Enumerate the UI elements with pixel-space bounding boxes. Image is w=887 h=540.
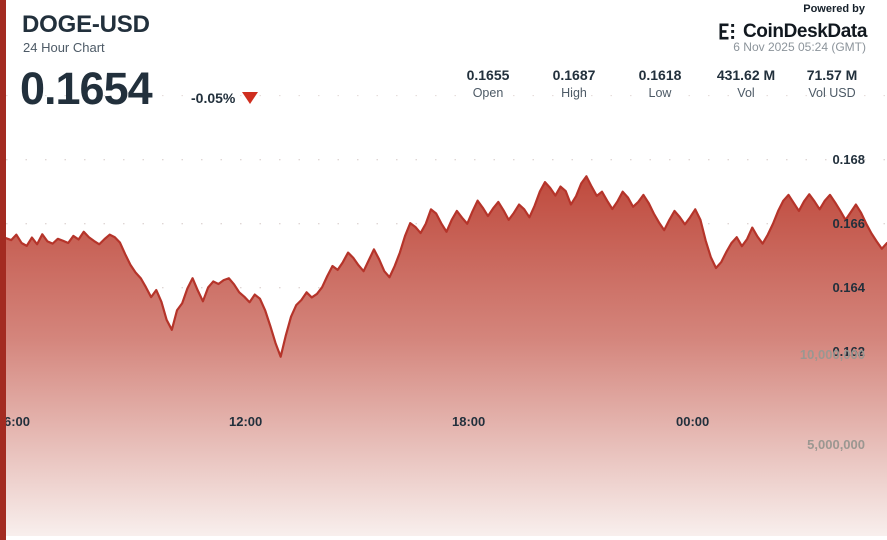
y-axis-price-tick-3: 0.162 [832, 343, 865, 359]
stat-open: 0.1655 Open [445, 68, 531, 102]
y-axis-volume-tick-1: 5,000,000 [807, 437, 865, 453]
triangle-down-icon [242, 92, 259, 104]
y-axis-price-tick-0: 0.168 [832, 151, 865, 167]
price-area-fill [6, 176, 887, 536]
stat-low: 0.1618 Low [617, 68, 703, 102]
powered-by-label: Powered by [803, 3, 865, 15]
stat-label: Vol [737, 86, 755, 100]
brand-name: CoinDeskData [742, 20, 867, 42]
chart-subtitle: 24 Hour Chart [23, 40, 105, 55]
stat-label: Open [472, 86, 504, 100]
price-change-percent: -0.05% [191, 90, 236, 106]
symbol-title: DOGE-USD [22, 11, 150, 38]
stat-vol-usd: 71.57 M Vol USD [789, 68, 875, 102]
x-axis-tick-2: 18:00 [452, 414, 486, 429]
current-price: 0.1654 [20, 63, 153, 114]
stat-value: 71.57 M [806, 67, 858, 83]
y-axis-volume-tick-0: 10,000,000 [799, 346, 865, 362]
x-axis-tick-1: 12:00 [229, 414, 263, 429]
chart-header: DOGE-USD 24 Hour Chart 0.1654 -0.05% Pow… [0, 0, 887, 118]
stat-value: 0.1655 [466, 67, 510, 83]
stat-label: High [561, 86, 587, 100]
left-accent-rail [0, 0, 6, 540]
stat-label: Vol USD [808, 86, 856, 100]
price-change-group: -0.05% [191, 90, 259, 106]
x-axis-tick-0: 6:00 [4, 414, 31, 429]
coindesk-bracket-icon [719, 23, 735, 39]
y-axis-price-tick-2: 0.164 [832, 279, 865, 295]
price-line [4, 175, 887, 358]
stats-strip: 0.1655 Open 0.1687 High 0.1618 Low 431.62 M Vol… [445, 68, 875, 102]
brand-logo[interactable]: CoinDeskData [719, 20, 867, 42]
stat-vol: 431.62 M Vol [703, 68, 789, 102]
stat-value: 0.1687 [552, 67, 596, 83]
x-axis-tick-3: 00:00 [676, 414, 710, 429]
timestamp: 6 Nov 2025 05:24 (GMT) [733, 40, 866, 54]
stat-high: 0.1687 High [531, 68, 617, 102]
stat-value: 0.1618 [638, 67, 682, 83]
stat-label: Low [648, 86, 672, 100]
y-axis-price-tick-1: 0.166 [832, 215, 865, 231]
stat-value: 431.62 M [716, 67, 776, 83]
